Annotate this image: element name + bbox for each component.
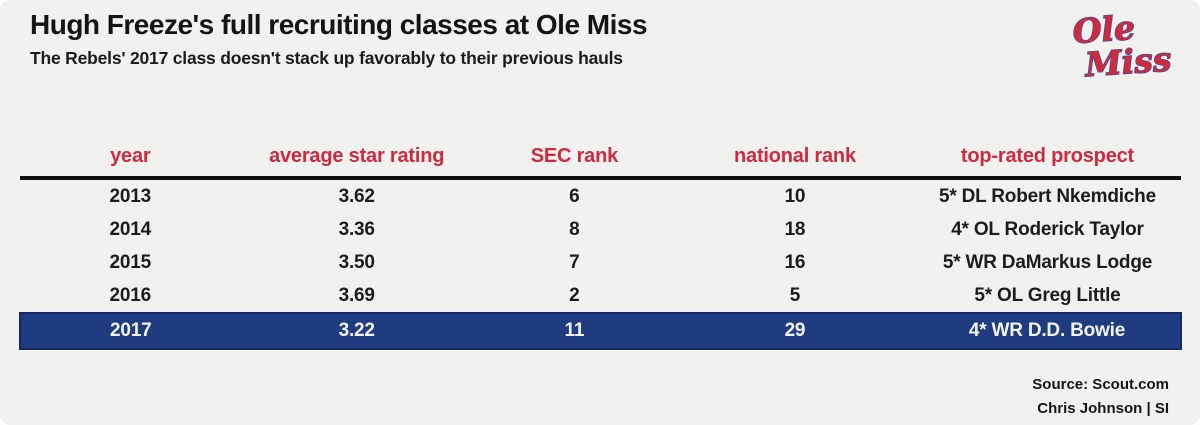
table-row: 2015 3.50 7 16 5* WR DaMarkus Lodge [20, 246, 1181, 279]
table-cell: 16 [784, 251, 806, 273]
column-header: year [20, 132, 241, 180]
table-cell: 5* OL Greg Little [974, 284, 1121, 306]
table-cell: 6 [569, 185, 580, 207]
column-header: top-rated prospect [913, 132, 1181, 180]
table-header-row: year average star rating SEC rank national … [20, 132, 1181, 180]
table-cell: 3.62 [338, 185, 375, 207]
table-cell: 11 [472, 312, 676, 350]
table-cell: 3.36 [338, 218, 375, 240]
table-cell: 5* DL Robert Nkemdiche [938, 185, 1156, 207]
footer: Source: Scout.com Chris Johnson | SI [1032, 373, 1169, 421]
table-cell: 18 [784, 218, 806, 240]
author-credit: Chris Johnson | SI [1037, 400, 1169, 417]
page-subtitle: The Rebels' 2017 class doesn't stack up … [30, 48, 623, 68]
table-cell: 2015 [109, 251, 152, 273]
table-cell: 2014 [109, 218, 152, 240]
table-cell: 7 [569, 251, 580, 273]
logo-text-line2: Miss [1083, 39, 1173, 84]
table-cell: 5* WR DaMarkus Lodge [942, 251, 1153, 273]
table-cell: 2017 [19, 312, 241, 350]
table-cell: 10 [784, 185, 806, 207]
ole-miss-logo: Ole Miss [1071, 7, 1173, 85]
table-cell: 5 [789, 284, 801, 306]
source-credit: Source: Scout.com [1032, 376, 1169, 393]
table-cell: 8 [569, 218, 580, 240]
table-cell: 2016 [109, 284, 152, 306]
table-cell: 3.50 [338, 251, 375, 273]
table-cell: 2013 [109, 185, 152, 207]
table-body: 2013 3.62 6 10 5* DL Robert Nkemdiche 2014 3.3… [19, 178, 1183, 350]
table-row: 2016 3.69 2 5 5* OL Greg Little [20, 279, 1181, 313]
logo-text-line1: Ole [1071, 8, 1136, 51]
table-cell: 4* WR D.D. Bowie [913, 312, 1183, 350]
table-row-highlighted: 2017 3.22 11 29 4* WR D.D. Bowie [19, 312, 1183, 350]
page-title: Hugh Freeze's full recruiting classes at… [30, 9, 648, 40]
column-header: national rank [675, 132, 914, 180]
table-cell: 3.22 [240, 312, 473, 350]
table-cell: 4* OL Roderick Taylor [951, 218, 1144, 240]
column-header: SEC rank [472, 132, 676, 180]
recruiting-classes-table: year average star rating SEC rank national … [19, 132, 1183, 350]
table-cell: 29 [675, 312, 914, 350]
table-cell: 2 [569, 284, 580, 306]
table-cell: 3.69 [338, 284, 375, 306]
column-header: average star rating [240, 132, 473, 180]
table-row: 2014 3.36 8 18 4* OL Roderick Taylor [20, 213, 1181, 246]
table-row: 2013 3.62 6 10 5* DL Robert Nkemdiche [20, 178, 1181, 213]
